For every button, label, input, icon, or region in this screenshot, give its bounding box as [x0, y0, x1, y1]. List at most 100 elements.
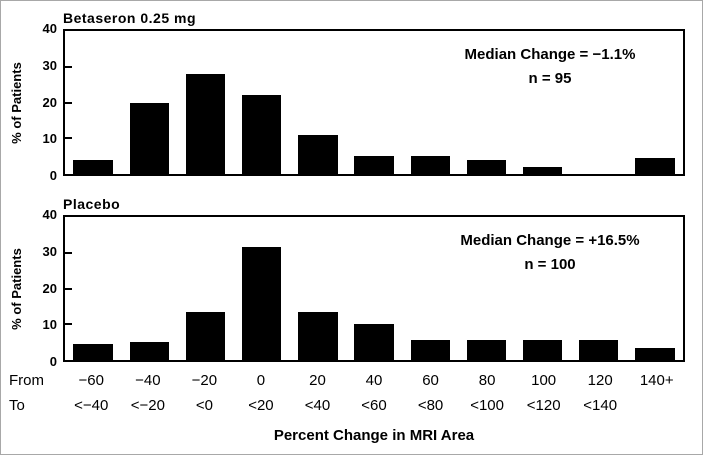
y-tick-labels: 0 10 20 30 40: [21, 207, 57, 369]
bar-140+: [635, 157, 675, 174]
y-tick-10: 10: [42, 317, 57, 333]
y-tickmark-30: [65, 251, 72, 254]
annotation-betaseron: Median Change = −1.1% n = 95: [423, 43, 677, 91]
bar-−60 to <−40: [73, 159, 113, 174]
y-tick-0: 0: [49, 168, 57, 183]
bin-label-20: 20: [309, 372, 326, 389]
bar-slot: [571, 217, 627, 360]
bar-0 to <20: [241, 247, 282, 360]
y-tickmark-20: [65, 101, 72, 104]
bar-slot: [65, 31, 121, 174]
bar-−20 to <0: [185, 73, 226, 174]
y-tickmark-30: [65, 65, 72, 68]
plot-area-placebo: Median Change = +16.5% n = 100: [63, 215, 685, 362]
bin-label-<120: <120: [526, 397, 561, 414]
y-tick-40: 40: [42, 21, 57, 36]
bar-slot: [458, 217, 514, 360]
bin-label-<140: <140: [583, 397, 618, 414]
bin-label-60: 60: [422, 372, 439, 389]
bin-label-0: 0: [256, 372, 266, 389]
plot-area-betaseron: Median Change = −1.1% n = 95: [63, 29, 685, 176]
bar-−40 to <−20: [129, 102, 169, 174]
bar-0 to <20: [241, 95, 282, 174]
bar-slot: [234, 31, 290, 174]
bar-60 to <80: [410, 156, 450, 174]
bar-slot: [515, 31, 571, 174]
bin-label-<40: <40: [304, 397, 331, 414]
y-tickmark-20: [65, 287, 72, 290]
bars-betaseron: [65, 31, 683, 174]
bar-80 to <100: [466, 159, 507, 174]
bar-−60 to <−40: [73, 343, 113, 360]
to-caption: To: [9, 397, 25, 414]
y-tick-30: 30: [42, 243, 57, 259]
bar-slot: [290, 31, 346, 174]
bar-slot: [515, 217, 571, 360]
bar-slot: [402, 217, 458, 360]
bin-label-<60: <60: [361, 397, 387, 414]
bar-slot: [458, 31, 514, 174]
bin-label-<−40: <−40: [74, 397, 109, 414]
bin-label-<80: <80: [417, 397, 444, 414]
bar-20 to <40: [298, 311, 338, 360]
bin-label-40: 40: [365, 372, 383, 389]
y-tick-30: 30: [42, 57, 57, 73]
bar-slot: [402, 31, 458, 174]
bar-100 to <120: [522, 166, 563, 174]
bin-label-−60: −60: [78, 372, 104, 389]
bar-−40 to <−20: [129, 342, 169, 360]
y-tick-40: 40: [42, 207, 57, 222]
bin-label-<20: <20: [248, 397, 274, 414]
bin-label-100: 100: [531, 372, 557, 389]
bar-20 to <40: [298, 134, 338, 174]
y-tick-labels: 0 10 20 30 40: [21, 21, 57, 183]
bin-label-140+: 140+: [639, 372, 674, 389]
bar-120 to <140: [579, 340, 619, 360]
y-tick-10: 10: [42, 131, 57, 147]
bar-slot: [627, 31, 683, 174]
sample-size-text: n = 95: [528, 70, 572, 87]
bin-label-−40: −40: [135, 372, 161, 389]
from-caption: From: [9, 372, 44, 389]
bin-label-empty: [628, 397, 685, 415]
x-axis-from-row: From −60 −40 −20 0 20 40 60 80 100 120 140+: [1, 372, 702, 390]
bin-label-<−20: <−20: [130, 397, 165, 414]
median-change-text: Median Change = +16.5%: [460, 232, 640, 249]
chart-title-placebo: Placebo: [63, 196, 121, 212]
bar-slot: [121, 31, 177, 174]
to-values: <−40 <−20 <0 <20 <40 <60 <80 <100 <120 <140: [63, 397, 685, 415]
bar-slot: [290, 217, 346, 360]
bin-label-−20: −20: [191, 372, 218, 389]
bar-60 to <80: [410, 340, 450, 360]
bar-slot: [177, 217, 233, 360]
bar-slot: [346, 31, 402, 174]
chart-title-betaseron: Betaseron 0.25 mg: [63, 10, 196, 26]
bar-slot: [234, 217, 290, 360]
bin-label-80: 80: [478, 372, 496, 389]
bin-label-120: 120: [587, 372, 613, 389]
bar-80 to <100: [466, 340, 507, 360]
x-axis-to-row: To <−40 <−20 <0 <20 <40 <60 <80 <100 <120 <140: [1, 397, 702, 415]
sample-size-text: n = 100: [524, 256, 576, 273]
bars-placebo: [65, 217, 683, 360]
y-tickmark-10: [65, 137, 72, 140]
bar-slot: [65, 217, 121, 360]
bar-slot: [177, 31, 233, 174]
bar-140+: [635, 347, 675, 360]
bin-label-<100: <100: [470, 397, 504, 414]
median-change-text: Median Change = −1.1%: [464, 46, 636, 63]
bin-label-<0: <0: [195, 397, 213, 414]
bar-100 to <120: [522, 340, 563, 360]
y-tickmark-10: [65, 323, 72, 326]
annotation-placebo: Median Change = +16.5% n = 100: [423, 229, 677, 277]
bar-40 to <60: [354, 156, 394, 174]
x-axis-title: Percent Change in MRI Area: [273, 427, 475, 444]
from-values: −60 −40 −20 0 20 40 60 80 100 120 140+: [63, 372, 685, 390]
bar-40 to <60: [354, 324, 394, 360]
bar-slot: [346, 217, 402, 360]
y-tick-0: 0: [49, 354, 57, 369]
bar-slot: [627, 217, 683, 360]
y-tick-20: 20: [42, 280, 57, 296]
bar-slot: [121, 217, 177, 360]
